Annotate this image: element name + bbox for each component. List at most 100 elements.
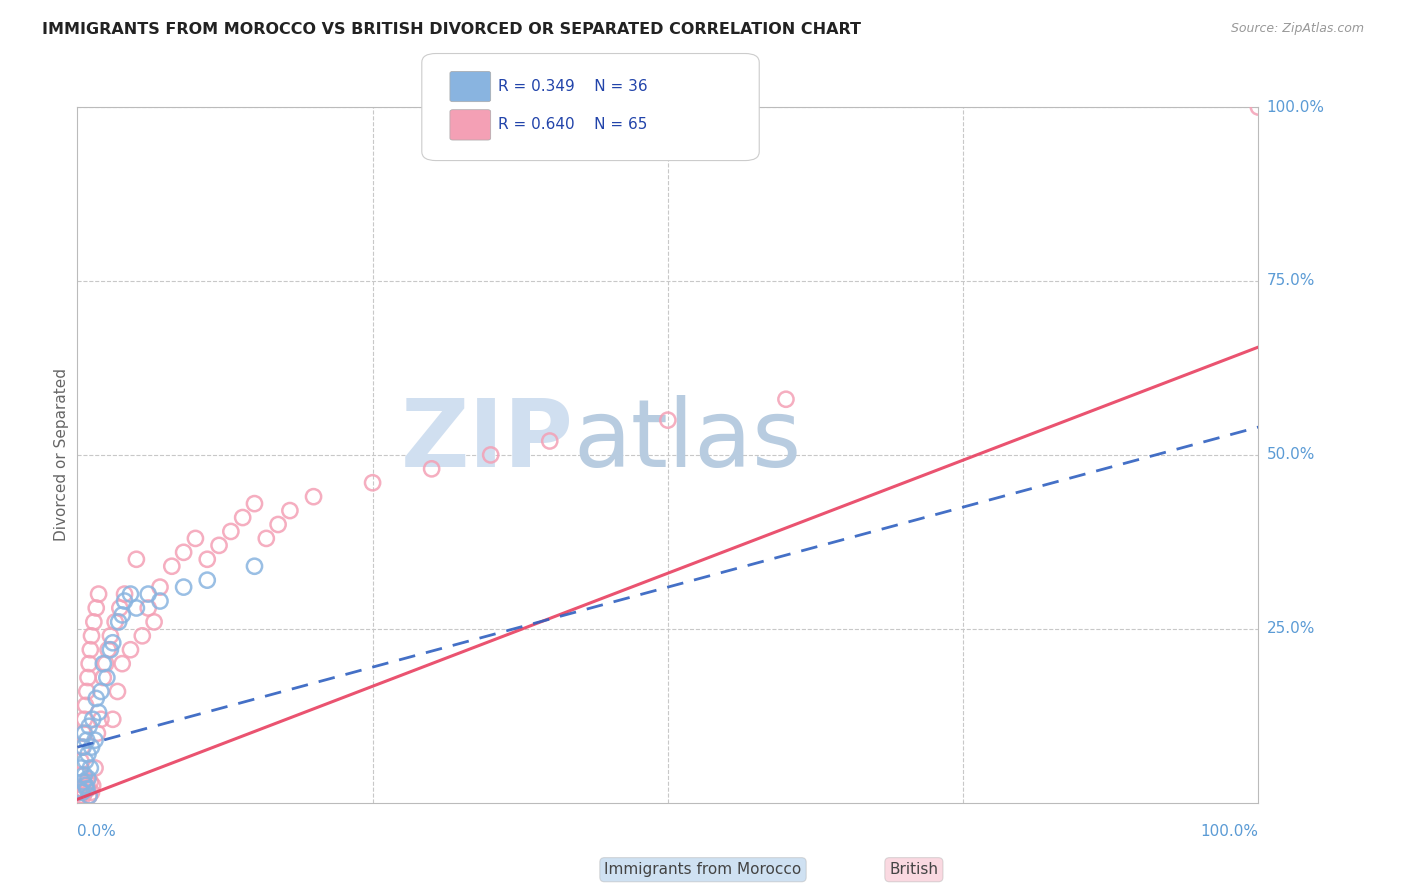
Point	[70, 785, 93, 799]
Point	[90, 712, 112, 726]
Text: 100.0%: 100.0%	[1201, 823, 1258, 838]
Point	[208, 538, 231, 552]
Point	[75, 778, 97, 792]
Point	[195, 552, 218, 566]
Point	[79, 775, 101, 789]
Text: 100.0%: 100.0%	[1267, 100, 1324, 114]
Text: ZIP: ZIP	[401, 395, 574, 487]
Point	[479, 448, 502, 462]
Text: Immigrants from Morocco: Immigrants from Morocco	[605, 863, 801, 877]
Y-axis label: Divorced or Separated: Divorced or Separated	[53, 368, 69, 541]
Point	[278, 503, 301, 517]
Text: R = 0.640    N = 65: R = 0.640 N = 65	[498, 118, 647, 132]
Point	[73, 726, 96, 740]
Point	[77, 772, 100, 786]
Point	[82, 712, 104, 726]
Point	[77, 671, 100, 685]
Point	[101, 712, 124, 726]
Point	[70, 740, 93, 755]
Point	[108, 601, 131, 615]
Point	[67, 792, 90, 806]
Point	[1247, 100, 1270, 114]
Point	[100, 642, 122, 657]
Point	[80, 785, 103, 799]
Point	[111, 657, 134, 671]
Point	[84, 761, 107, 775]
Point	[87, 587, 110, 601]
Text: British: British	[890, 863, 938, 877]
Point	[69, 768, 91, 782]
Point	[82, 778, 104, 792]
Point	[73, 712, 96, 726]
Point	[114, 594, 136, 608]
Point	[136, 601, 159, 615]
Point	[657, 413, 679, 427]
Point	[96, 671, 118, 685]
Point	[76, 684, 98, 698]
Point	[107, 615, 129, 629]
Point	[79, 761, 101, 775]
Point	[195, 573, 218, 587]
Point	[160, 559, 183, 574]
Point	[149, 594, 172, 608]
Point	[120, 642, 142, 657]
Point	[120, 587, 142, 601]
Point	[125, 552, 148, 566]
Point	[70, 785, 93, 799]
Point	[91, 671, 114, 685]
Point	[420, 462, 443, 476]
Point	[243, 559, 266, 574]
Point	[79, 642, 101, 657]
Point	[77, 719, 100, 733]
Point	[72, 775, 94, 789]
Point	[267, 517, 290, 532]
Point	[72, 726, 94, 740]
Point	[361, 475, 384, 490]
Point	[94, 657, 117, 671]
Point	[72, 789, 94, 803]
Point	[143, 615, 166, 629]
Point	[90, 684, 112, 698]
Point	[775, 392, 797, 407]
Point	[77, 789, 100, 803]
Point	[538, 434, 561, 448]
Text: 0.0%: 0.0%	[77, 823, 117, 838]
Point	[75, 698, 97, 713]
Point	[107, 684, 129, 698]
Point	[219, 524, 242, 539]
Point	[173, 545, 195, 559]
Point	[70, 781, 93, 796]
Point	[84, 733, 107, 747]
Text: Source: ZipAtlas.com: Source: ZipAtlas.com	[1230, 22, 1364, 36]
Point	[243, 497, 266, 511]
Point	[76, 775, 98, 789]
Point	[77, 781, 100, 796]
Point	[111, 607, 134, 622]
Point	[83, 615, 105, 629]
Text: 50.0%: 50.0%	[1267, 448, 1315, 462]
Text: 75.0%: 75.0%	[1267, 274, 1315, 288]
Point	[136, 587, 159, 601]
Point	[84, 601, 107, 615]
Point	[184, 532, 207, 546]
Point	[104, 615, 127, 629]
Point	[77, 657, 100, 671]
Point	[80, 629, 103, 643]
Point	[69, 789, 91, 803]
Point	[84, 691, 107, 706]
Text: IMMIGRANTS FROM MOROCCO VS BRITISH DIVORCED OR SEPARATED CORRELATION CHART: IMMIGRANTS FROM MOROCCO VS BRITISH DIVOR…	[42, 22, 862, 37]
Point	[173, 580, 195, 594]
Point	[76, 733, 98, 747]
Point	[131, 629, 153, 643]
Point	[75, 778, 97, 792]
Point	[73, 785, 96, 799]
Point	[69, 781, 91, 796]
Point	[91, 657, 114, 671]
Point	[149, 580, 172, 594]
Point	[76, 781, 98, 796]
Point	[73, 768, 96, 782]
Point	[80, 740, 103, 755]
Point	[77, 747, 100, 761]
Point	[86, 726, 108, 740]
Text: R = 0.349    N = 36: R = 0.349 N = 36	[498, 79, 647, 94]
